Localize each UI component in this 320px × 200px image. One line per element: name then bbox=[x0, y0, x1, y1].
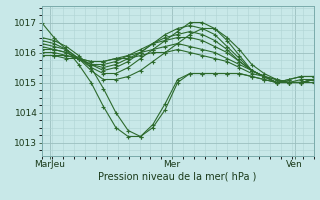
X-axis label: Pression niveau de la mer( hPa ): Pression niveau de la mer( hPa ) bbox=[99, 172, 257, 182]
